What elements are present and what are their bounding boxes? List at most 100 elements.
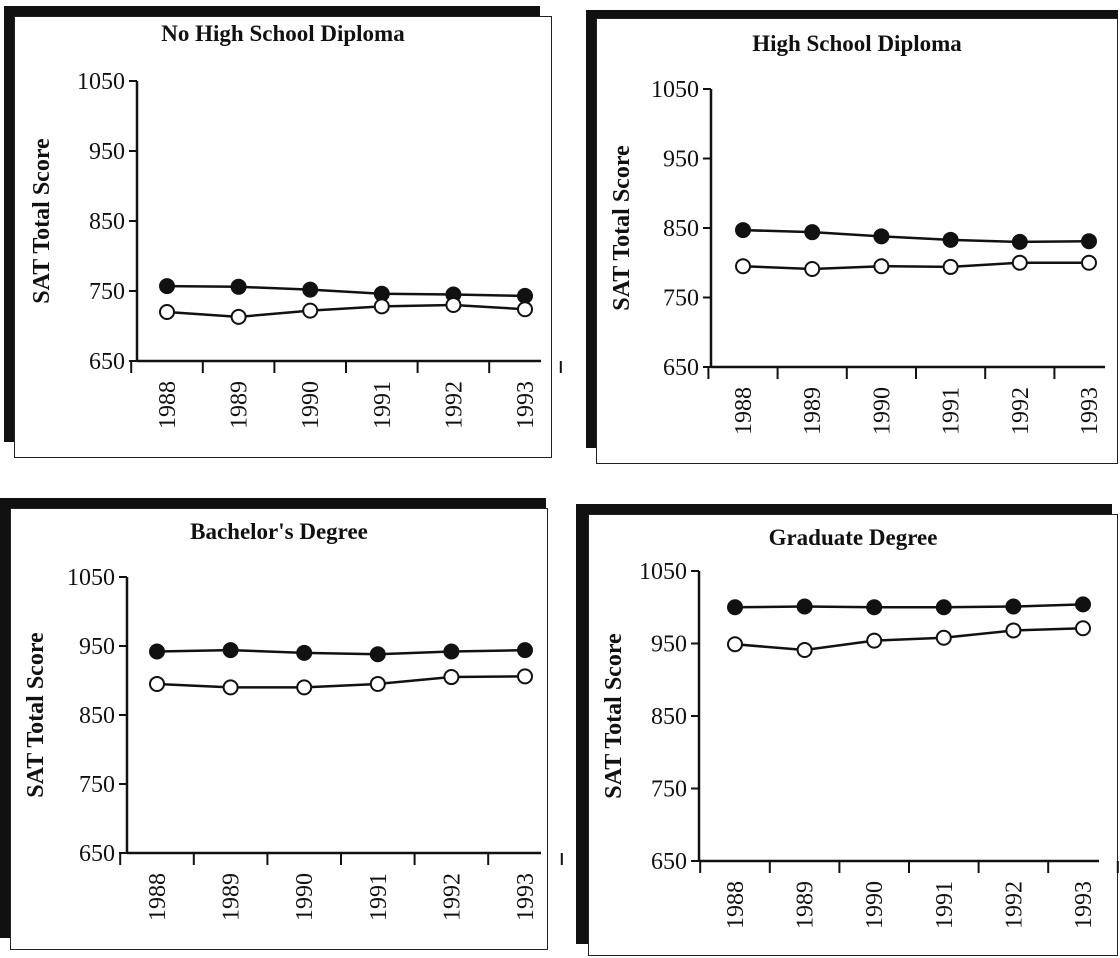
x-tick-label: 1993 — [513, 381, 539, 429]
data-point-filled — [517, 642, 533, 659]
data-point-filled — [1081, 233, 1097, 250]
chart-title: Bachelor's Degree — [190, 519, 368, 544]
data-point-open — [445, 297, 462, 313]
y-tick-label: 850 — [89, 209, 125, 235]
x-tick-label: 1992 — [1001, 881, 1027, 929]
data-point-open — [159, 304, 175, 320]
y-tick-label: 950 — [79, 634, 115, 660]
chart-svg: 650 750 850 950 1050 1988 1989 1990 1991 1992 1993… — [609, 77, 1105, 435]
y-tick-label: 950 — [663, 147, 699, 173]
y-tick-label: 1050 — [77, 69, 125, 95]
chart-svg: 650 750 850 950 1050 1988 1989 1990 1991 1992 1993… — [29, 69, 562, 429]
y-axis-label: SAT Total Score — [23, 632, 49, 798]
chart-svg: 650 750 850 950 1050 1988 1989 1990 1991 1992 1993… — [23, 565, 563, 921]
data-point-open — [369, 675, 386, 692]
data-point-open — [222, 679, 239, 696]
x-tick-label: 1989 — [793, 881, 819, 929]
series-line-filled — [166, 284, 526, 298]
x-tick-label: 1991 — [932, 881, 958, 929]
x-tick-label: 1989 — [219, 873, 245, 921]
data-point-filled — [222, 642, 239, 659]
data-point-filled — [735, 222, 751, 239]
y-tick-label: 750 — [89, 279, 125, 305]
series-line-filled — [156, 648, 526, 656]
x-tick-label: 1990 — [862, 881, 888, 929]
x-tick-label: 1993 — [1077, 387, 1103, 435]
chart-panel-bachelors-degree: Bachelor's Degree 650 750 850 950 1050 1988 19… — [10, 508, 563, 950]
data-point-filled — [1005, 598, 1022, 615]
data-point-open — [517, 301, 533, 318]
data-point-open — [230, 308, 247, 325]
data-point-open — [804, 261, 821, 278]
x-tick-label: 1989 — [800, 387, 826, 435]
data-point-open — [517, 668, 533, 685]
chart-panel-no-high-school-diploma: No High School Diploma 650 750 850 950 1050 1… — [14, 16, 562, 458]
chart-svg: 650 750 850 950 1050 1988 1989 1990 1991 1992 1993… — [601, 559, 1119, 929]
data-point-filled — [149, 643, 165, 660]
y-axis-label: SAT Total Score — [609, 145, 635, 311]
series-line-open — [742, 261, 1089, 271]
data-point-filled — [866, 599, 883, 616]
data-point-filled — [1011, 233, 1028, 250]
data-point-open — [873, 258, 890, 275]
data-point-filled — [873, 228, 890, 245]
data-point-filled — [369, 646, 386, 663]
y-tick-label: 750 — [651, 777, 687, 803]
data-point-filled — [230, 278, 247, 295]
chart-panel-high-school-diploma: High School Diploma 650 750 850 950 1050 1988… — [596, 18, 1118, 464]
x-tick-label: 1992 — [439, 873, 465, 921]
data-point-filled — [159, 278, 175, 295]
data-point-open — [735, 258, 751, 275]
data-point-filled — [296, 644, 313, 661]
data-point-open — [302, 302, 319, 319]
data-point-filled — [302, 281, 319, 298]
data-point-filled — [804, 224, 821, 241]
data-point-filled — [517, 287, 533, 304]
x-tick-label: 1988 — [723, 881, 749, 929]
data-point-filled — [443, 643, 460, 660]
x-tick-label: 1988 — [145, 873, 171, 921]
chart-title: No High School Diploma — [161, 21, 405, 46]
y-axis-label: SAT Total Score — [601, 633, 627, 799]
y-tick-label: 1050 — [651, 77, 699, 103]
x-tick-label: 1988 — [155, 381, 181, 429]
series-line-open — [734, 627, 1084, 652]
y-tick-label: 750 — [663, 286, 699, 312]
y-tick-label: 950 — [651, 632, 687, 658]
data-point-open — [935, 629, 952, 646]
y-tick-label: 1050 — [67, 565, 115, 591]
data-point-open — [1081, 254, 1097, 271]
x-tick-label: 1989 — [227, 381, 253, 429]
y-tick-label: 850 — [651, 704, 687, 730]
y-tick-label: 650 — [79, 841, 115, 867]
series-line-filled — [742, 228, 1090, 244]
y-tick-label: 850 — [663, 216, 699, 242]
x-tick-label: 1991 — [370, 381, 396, 429]
y-axis-label: SAT Total Score — [29, 138, 55, 304]
x-tick-label: 1993 — [1071, 881, 1097, 929]
series-line-filled — [734, 603, 1084, 609]
chart-title: High School Diploma — [752, 31, 962, 56]
data-point-open — [942, 258, 959, 275]
y-tick-label: 650 — [89, 349, 125, 375]
data-point-filled — [727, 599, 743, 616]
y-tick-label: 950 — [89, 139, 125, 165]
y-tick-label: 650 — [663, 355, 699, 381]
data-point-open — [727, 636, 743, 653]
data-point-filled — [942, 231, 959, 248]
data-point-open — [866, 632, 883, 649]
chart-title: Graduate Degree — [768, 525, 938, 550]
data-point-open — [796, 642, 813, 659]
data-point-open — [1005, 622, 1022, 639]
y-tick-label: 750 — [79, 772, 115, 798]
data-point-open — [373, 298, 390, 315]
x-tick-label: 1991 — [939, 387, 965, 435]
data-point-open — [1075, 620, 1091, 637]
x-tick-label: 1992 — [441, 381, 467, 429]
y-tick-label: 1050 — [639, 559, 687, 585]
data-point-open — [443, 669, 460, 686]
data-point-filled — [796, 598, 813, 615]
x-tick-label: 1988 — [731, 387, 757, 435]
data-point-filled — [935, 599, 952, 616]
data-point-open — [149, 675, 165, 692]
